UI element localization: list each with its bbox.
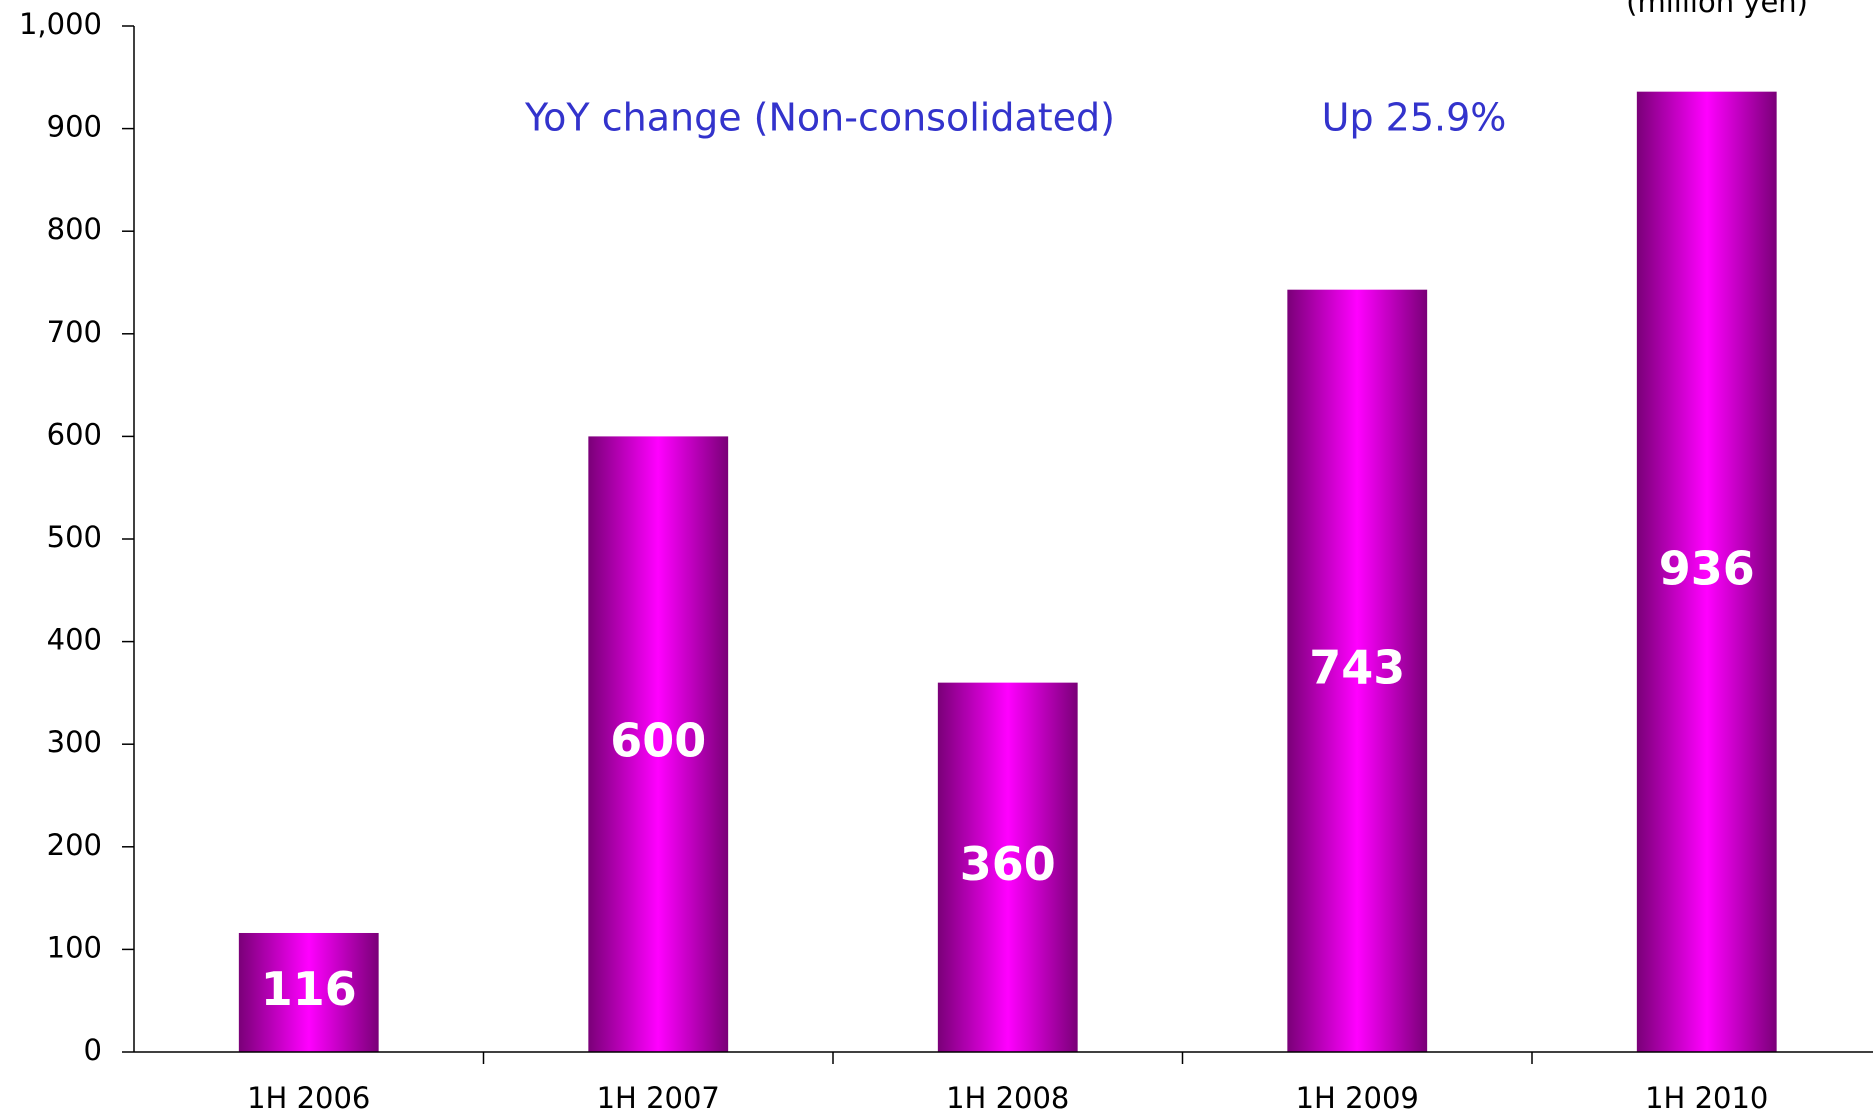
value-label: 360 — [960, 837, 1056, 891]
unit-label: (million yen) — [1626, 0, 1808, 19]
bar — [937, 682, 1078, 1052]
bar — [1287, 289, 1428, 1052]
x-tick-label: 1H 2008 — [946, 1081, 1069, 1114]
annotation: Up 25.9% — [1322, 96, 1507, 140]
value-label: 936 — [1659, 541, 1755, 595]
bar — [588, 436, 729, 1052]
y-tick-label: 200 — [47, 828, 102, 862]
bar — [1636, 91, 1777, 1052]
bar — [238, 932, 379, 1052]
y-tick-label: 1,000 — [19, 7, 102, 41]
y-tick-label: 700 — [47, 315, 102, 349]
x-tick-label: 1H 2009 — [1296, 1081, 1419, 1114]
y-tick-label: 300 — [47, 725, 102, 759]
x-tick-label: 1H 2007 — [597, 1081, 720, 1114]
y-tick-label: 900 — [47, 110, 102, 144]
annotation: YoY change (Non-consolidated) — [524, 96, 1115, 140]
y-tick-label: 500 — [47, 520, 102, 554]
y-tick-label: 100 — [47, 930, 102, 964]
y-tick-label: 400 — [47, 623, 102, 657]
value-label: 600 — [610, 714, 706, 768]
y-tick-label: 800 — [47, 212, 102, 246]
value-label: 743 — [1309, 640, 1405, 694]
value-label: 116 — [261, 962, 357, 1016]
y-tick-label: 600 — [47, 417, 102, 451]
x-tick-label: 1H 2010 — [1645, 1081, 1768, 1114]
y-tick-label: 0 — [84, 1033, 102, 1067]
x-tick-label: 1H 2006 — [247, 1081, 370, 1114]
